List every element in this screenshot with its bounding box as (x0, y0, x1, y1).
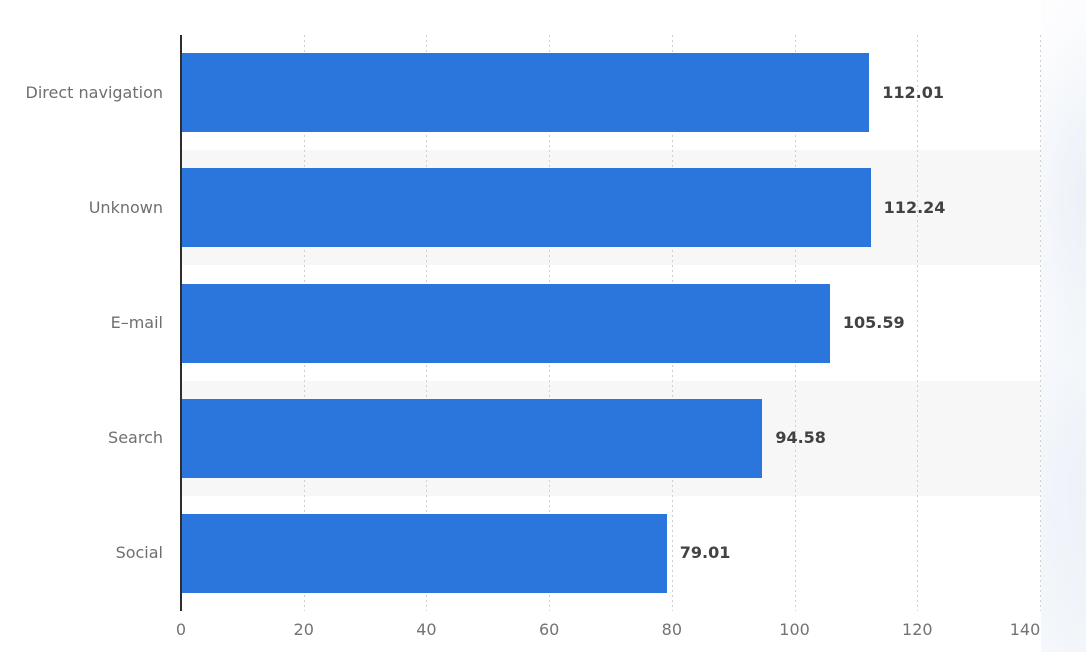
gridline (1040, 35, 1041, 611)
x-tick-label: 100 (779, 620, 810, 639)
x-tick-label: 20 (293, 620, 314, 639)
x-tick-label: 120 (902, 620, 933, 639)
category-label: Search (108, 428, 163, 448)
page-background-strip (1041, 0, 1086, 652)
category-label: Unknown (88, 197, 163, 217)
bar (182, 513, 667, 593)
x-tick-label: 40 (416, 620, 437, 639)
x-tick-label: 0 (175, 620, 187, 639)
bar (182, 283, 830, 363)
bar (182, 53, 870, 133)
bar-value-label: 94.58 (775, 428, 826, 448)
x-tick-label: 80 (661, 620, 683, 639)
category-label: E–mail (110, 313, 163, 332)
x-tick-label: 60 (538, 620, 560, 639)
x-tick-label: 140 (1009, 620, 1041, 639)
gridline (917, 35, 919, 611)
bar (182, 168, 871, 248)
bar (182, 398, 763, 478)
y-axis-line (180, 35, 182, 611)
bar-value-label: 105.59 (842, 313, 905, 332)
category-label: Social (115, 543, 163, 563)
bar-value-label: 79.01 (679, 543, 731, 563)
bar-value-label: 112.24 (883, 197, 946, 217)
category-label: Direct navigation (25, 82, 163, 102)
bar-value-label: 112.01 (882, 82, 944, 102)
